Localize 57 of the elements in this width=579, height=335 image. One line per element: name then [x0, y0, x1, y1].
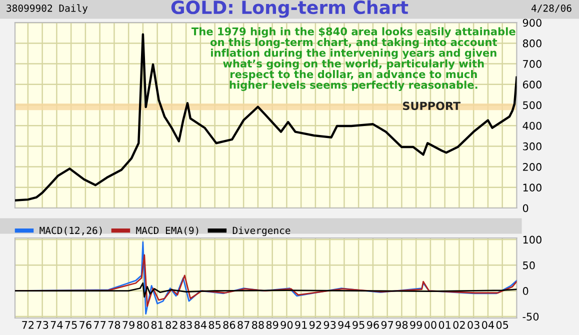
x-tick-label: 75 [65, 321, 77, 329]
x-tick-label: 81 [151, 320, 163, 329]
x-tick-label: 82 [166, 320, 178, 329]
y-tick-label: -50 [522, 312, 539, 321]
legend-label: MACD(12,26) [40, 226, 102, 236]
x-tick-label: 03 [468, 320, 480, 329]
y-tick-label: 400 [522, 122, 542, 130]
x-tick-label: 76 [80, 320, 92, 329]
legend-label: Divergence [232, 226, 290, 236]
x-tick-label: 05 [496, 320, 508, 329]
annotation: The 1979 high in the $840 area looks easily attainable on this long-term chart, and taking into account inflation during the intervening years and given what’s going on the world, particularly with respect to the dollar, an advance to much higher levels seems perfectly reasonable. [192, 27, 516, 91]
x-tick-label: 93 [324, 320, 336, 329]
text: 4/28/06 [532, 4, 572, 13]
y-tick-label: 800 [522, 39, 542, 48]
x-tick-label: 99 [410, 320, 422, 329]
chart-title: GOLD: Long-term Chart [171, 0, 408, 18]
y-tick-label: 200 [523, 163, 542, 171]
x-tick-label: 87 [238, 320, 250, 329]
x-tick-label: 80 [137, 320, 149, 329]
y-tick-label: 50 [523, 261, 535, 270]
y-tick-label: 900 [522, 18, 542, 27]
y-tick-label: 100 [523, 184, 542, 192]
y-tick-label: 300 [523, 142, 542, 150]
x-tick-label: 83 [180, 320, 192, 329]
x-tick-label: 88 [252, 320, 264, 329]
y-tick-label: 0 [522, 287, 528, 295]
y-tick-label: 0 [522, 204, 528, 212]
x-tick-label: 92 [309, 320, 322, 329]
y-tick-label: 700 [523, 60, 542, 68]
legend-label: MACD EMA(9) [136, 226, 198, 236]
x-tick-label: 96 [366, 320, 379, 329]
x-tick-label: 86 [223, 320, 236, 329]
x-tick-label: 04 [482, 320, 494, 329]
x-tick-label: 98 [396, 320, 408, 329]
y-tick-label: 600 [522, 80, 542, 89]
y-tick-label: 500 [523, 101, 542, 110]
band-label: SUPPORT [403, 102, 461, 110]
x-tick-label: 91 [295, 320, 307, 329]
x-tick-label: 95 [352, 320, 364, 329]
x-tick-label: 90 [280, 320, 293, 329]
y-tick-label: 100 [523, 236, 542, 244]
x-tick-label: 74 [50, 321, 63, 329]
x-tick-label: 85 [208, 320, 221, 329]
x-tick-label: 73 [36, 320, 48, 329]
x-tick-label: 00 [424, 320, 436, 329]
x-tick-label: 01 [438, 320, 450, 329]
x-tick-label: 94 [338, 320, 350, 329]
x-tick-label: 89 [266, 320, 278, 329]
x-tick-label: 84 [194, 320, 206, 329]
x-tick-label: 97 [381, 320, 394, 329]
x-tick-label: 78 [108, 320, 120, 329]
x-tick-label: 79 [122, 320, 134, 329]
text: 38099902 Daily [6, 4, 88, 14]
x-tick-label: 72 [22, 320, 34, 329]
x-tick-label: 02 [453, 320, 465, 329]
line-series [15, 282, 517, 298]
x-tick-label: 77 [94, 321, 106, 329]
